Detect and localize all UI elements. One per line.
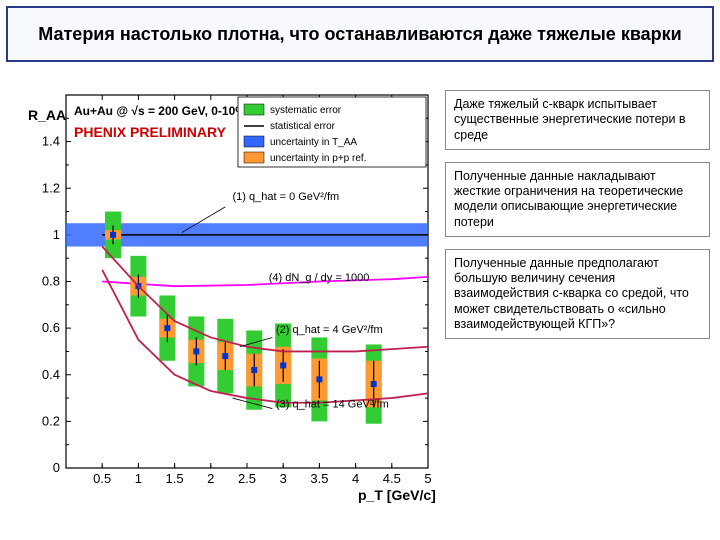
- svg-text:PHENIX PRELIMINARY: PHENIX PRELIMINARY: [74, 124, 227, 140]
- svg-text:0.4: 0.4: [42, 367, 60, 382]
- svg-text:2.5: 2.5: [238, 471, 256, 486]
- svg-text:5: 5: [424, 471, 431, 486]
- svg-text:1.2: 1.2: [42, 180, 60, 195]
- svg-text:0.8: 0.8: [42, 274, 60, 289]
- svg-text:1.4: 1.4: [42, 134, 60, 149]
- svg-text:0.5: 0.5: [93, 471, 111, 486]
- svg-text:1: 1: [53, 227, 60, 242]
- svg-text:2: 2: [207, 471, 214, 486]
- svg-text:p_T [GeV/c]: p_T [GeV/c]: [358, 487, 436, 503]
- right-column: Даже тяжелый c-кварк испытывает существе…: [445, 90, 710, 351]
- svg-text:(2) q_hat = 4 GeV²/fm: (2) q_hat = 4 GeV²/fm: [276, 324, 383, 336]
- svg-text:R_AA: R_AA: [28, 107, 66, 123]
- svg-text:1.5: 1.5: [166, 471, 184, 486]
- svg-text:1: 1: [135, 471, 142, 486]
- svg-text:uncertainty in p+p ref.: uncertainty in p+p ref.: [270, 153, 366, 164]
- svg-text:3.5: 3.5: [310, 471, 328, 486]
- svg-text:3: 3: [280, 471, 287, 486]
- svg-text:uncertainty in T_AA: uncertainty in T_AA: [270, 137, 357, 148]
- svg-text:statistical error: statistical error: [270, 121, 336, 132]
- raa-chart: 0 0.2 0.4 0.6 0.8 1 1.2 1.4 0.5 1 1.5 2 2.5 3 3.5 4 4.5 5…: [8, 80, 438, 505]
- slide-title: Материя настолько плотна, что останавлив…: [6, 6, 714, 62]
- svg-text:4: 4: [352, 471, 359, 486]
- svg-text:0.6: 0.6: [42, 320, 60, 335]
- svg-text:systematic error: systematic error: [270, 105, 342, 116]
- svg-text:(1) q_hat = 0 GeV²/fm: (1) q_hat = 0 GeV²/fm: [233, 191, 340, 203]
- svg-text:0: 0: [53, 460, 60, 475]
- svg-text:0.2: 0.2: [42, 413, 60, 428]
- svg-text:(3) q_hat = 14 GeV²/fm: (3) q_hat = 14 GeV²/fm: [276, 398, 389, 410]
- paragraph-1: Даже тяжелый c-кварк испытывает существе…: [445, 90, 710, 150]
- svg-text:(4) dN_g / dy = 1000: (4) dN_g / dy = 1000: [269, 272, 370, 284]
- svg-text:4.5: 4.5: [383, 471, 401, 486]
- paragraph-3: Полученные данные предполагают большую в…: [445, 249, 710, 339]
- paragraph-2: Полученные данные накладывают жесткие ог…: [445, 162, 710, 237]
